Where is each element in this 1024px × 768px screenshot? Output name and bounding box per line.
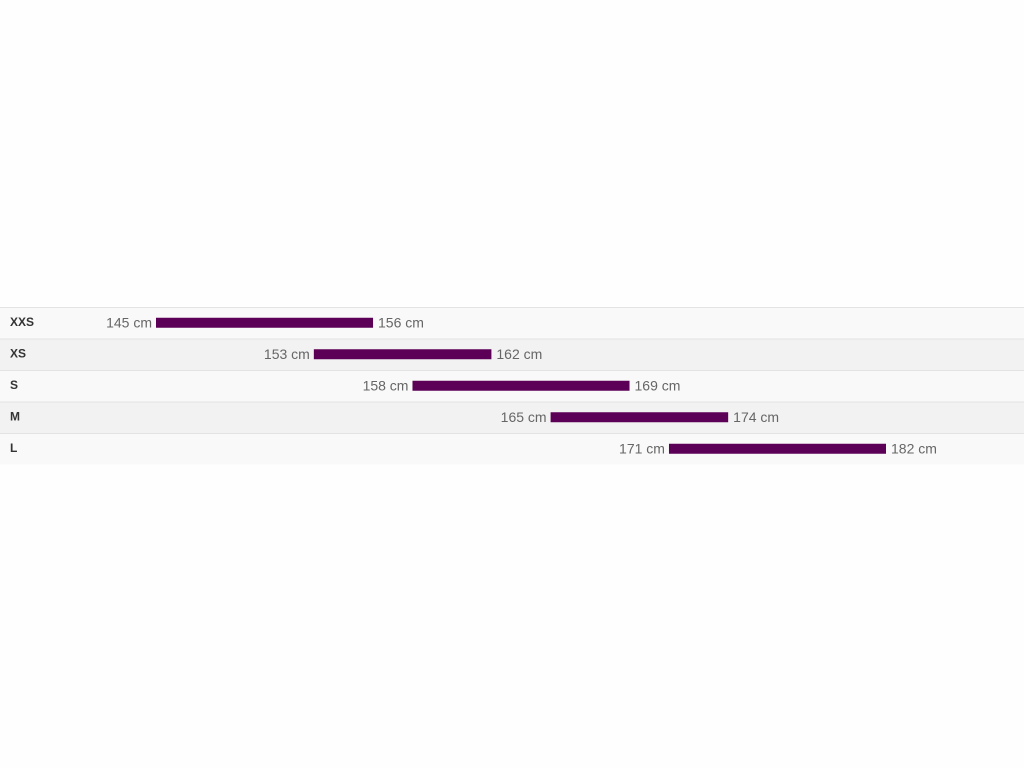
- size-label: S: [10, 378, 18, 392]
- high-label: 174 cm: [733, 409, 779, 425]
- size-label: M: [10, 409, 20, 423]
- low-label: 158 cm: [363, 377, 409, 393]
- range-bar: [156, 317, 374, 328]
- high-label: 162 cm: [496, 346, 542, 362]
- row-band: [0, 338, 1024, 370]
- size-label: L: [10, 441, 17, 455]
- high-label: 182 cm: [891, 440, 937, 456]
- low-label: 145 cm: [106, 314, 152, 330]
- size-label: XS: [10, 346, 26, 360]
- size-label: XXS: [10, 315, 34, 329]
- low-label: 165 cm: [501, 409, 547, 425]
- range-bar: [412, 380, 630, 391]
- low-label: 171 cm: [619, 440, 665, 456]
- range-bar: [550, 412, 729, 423]
- high-label: 156 cm: [378, 314, 424, 330]
- row-band: [0, 401, 1024, 433]
- range-bar: [668, 443, 886, 454]
- low-label: 153 cm: [264, 346, 310, 362]
- row-band: [0, 307, 1024, 339]
- range-bar: [313, 349, 492, 360]
- high-label: 169 cm: [635, 377, 681, 393]
